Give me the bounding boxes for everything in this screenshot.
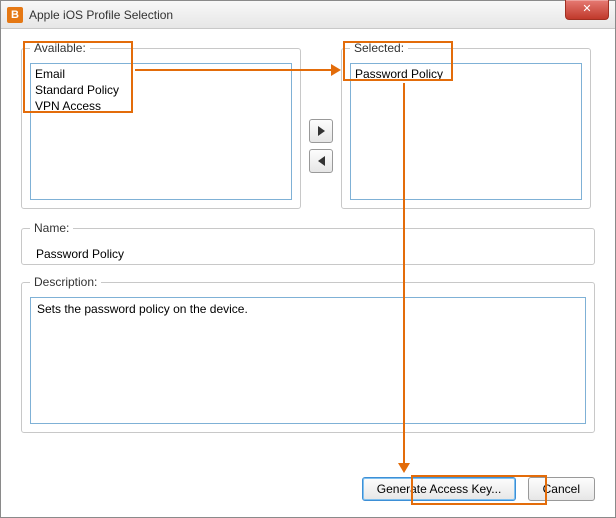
window-title: Apple iOS Profile Selection <box>29 8 173 22</box>
dialog-window: B Apple iOS Profile Selection ✕ Availabl… <box>0 0 616 518</box>
move-left-button[interactable] <box>309 149 333 173</box>
chevron-right-icon <box>318 126 325 136</box>
name-label: Name: <box>30 221 73 235</box>
close-button[interactable]: ✕ <box>565 0 609 20</box>
list-item[interactable]: Password Policy <box>355 66 577 82</box>
selected-label: Selected: <box>350 41 408 55</box>
name-group: Name: Password Policy <box>21 221 595 265</box>
available-group: Available: Email Standard Policy VPN Acc… <box>21 41 301 209</box>
cancel-button[interactable]: Cancel <box>528 477 595 501</box>
titlebar: B Apple iOS Profile Selection ✕ <box>1 1 615 29</box>
description-group: Description: Sets the password policy on… <box>21 275 595 433</box>
close-icon: ✕ <box>582 3 591 15</box>
list-item[interactable]: VPN Access <box>35 98 287 114</box>
content-area: Available: Email Standard Policy VPN Acc… <box>11 35 605 507</box>
selected-group: Selected: Password Policy <box>341 41 591 209</box>
description-text: Sets the password policy on the device. <box>37 302 248 316</box>
move-buttons <box>309 119 337 179</box>
move-right-button[interactable] <box>309 119 333 143</box>
list-item[interactable]: Email <box>35 66 287 82</box>
available-label: Available: <box>30 41 90 55</box>
selected-listbox[interactable]: Password Policy <box>350 63 582 200</box>
description-label: Description: <box>30 275 101 289</box>
generate-access-key-button[interactable]: Generate Access Key... <box>362 477 517 501</box>
name-value: Password Policy <box>30 243 586 261</box>
description-box: Sets the password policy on the device. <box>30 297 586 424</box>
available-listbox[interactable]: Email Standard Policy VPN Access <box>30 63 292 200</box>
list-item[interactable]: Standard Policy <box>35 82 287 98</box>
app-icon: B <box>7 7 23 23</box>
dialog-buttons: Generate Access Key... Cancel <box>354 477 595 501</box>
chevron-left-icon <box>318 156 325 166</box>
